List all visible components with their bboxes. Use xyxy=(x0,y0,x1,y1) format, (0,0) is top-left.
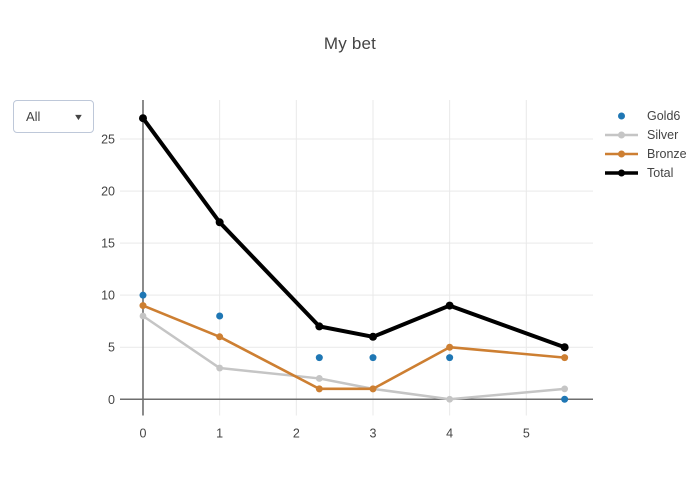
x-tick-label: 3 xyxy=(370,426,377,440)
series-point-total[interactable] xyxy=(445,301,454,310)
legend-marker-sample xyxy=(618,112,625,119)
y-tick-label: 10 xyxy=(101,289,115,303)
legend-marker-sample xyxy=(618,131,625,138)
legend: Gold6 Silver Bronze Total xyxy=(604,106,687,182)
series-point-total[interactable] xyxy=(368,332,377,341)
series-line-silver xyxy=(141,314,566,401)
series-point-total[interactable] xyxy=(560,343,569,352)
legend-swatch-gold6 xyxy=(618,112,625,119)
x-tick-label: 5 xyxy=(523,426,530,440)
legend-item-gold6[interactable]: Gold6 xyxy=(604,106,687,125)
legend-item-bronze[interactable]: Bronze xyxy=(604,144,687,163)
series-point-total[interactable] xyxy=(138,114,147,123)
series-point-gold6[interactable] xyxy=(315,354,323,362)
series-point-total[interactable] xyxy=(315,322,324,331)
series-point-silver[interactable] xyxy=(216,364,224,372)
series-point-bronze[interactable] xyxy=(369,385,377,393)
series-point-gold6[interactable] xyxy=(216,312,224,320)
filter-dropdown[interactable]: All ▼ xyxy=(13,100,94,133)
series-point-silver[interactable] xyxy=(446,395,454,403)
legend-swatch-bronze xyxy=(605,150,638,157)
series-line-bronze xyxy=(141,304,566,391)
y-tick-label: 0 xyxy=(108,393,115,407)
x-tick-label: 2 xyxy=(293,426,300,440)
series-point-gold6[interactable] xyxy=(561,395,569,403)
series-point-silver[interactable] xyxy=(139,312,147,320)
series-point-bronze[interactable] xyxy=(561,354,569,362)
legend-label: Silver xyxy=(647,127,679,142)
y-tick-label: 15 xyxy=(101,237,115,251)
series-point-silver[interactable] xyxy=(315,375,323,382)
y-tick-label: 25 xyxy=(101,133,115,147)
legend-marker-sample xyxy=(618,169,625,176)
legend-label: Gold6 xyxy=(647,108,681,123)
series-line-total xyxy=(140,116,567,350)
chevron-down-icon: ▼ xyxy=(72,111,85,122)
y-tick-label: 20 xyxy=(101,185,115,199)
legend-item-silver[interactable]: Silver xyxy=(604,125,687,144)
x-tick-label: 1 xyxy=(216,426,223,440)
series-point-gold6[interactable] xyxy=(369,354,377,362)
x-tick-label: 0 xyxy=(140,426,147,440)
chart-title: My bet xyxy=(323,34,377,53)
legend-label: Total xyxy=(647,165,674,180)
series-point-gold6[interactable] xyxy=(139,291,147,299)
series-point-bronze[interactable] xyxy=(446,343,454,351)
dropdown-selected-value: All xyxy=(26,109,41,124)
series-point-bronze[interactable] xyxy=(216,333,224,341)
series-point-bronze[interactable] xyxy=(139,302,147,310)
series-point-bronze[interactable] xyxy=(315,385,323,393)
x-tick-label: 4 xyxy=(446,426,453,440)
series-point-total[interactable] xyxy=(215,218,224,227)
legend-marker-sample xyxy=(618,150,625,157)
legend-item-total[interactable]: Total xyxy=(604,163,687,182)
y-tick-label: 5 xyxy=(108,341,115,355)
legend-swatch-total xyxy=(605,169,638,176)
series-point-silver[interactable] xyxy=(561,385,569,393)
legend-label: Bronze xyxy=(647,146,687,161)
series-point-gold6[interactable] xyxy=(446,354,454,362)
legend-swatch-silver xyxy=(605,131,638,138)
